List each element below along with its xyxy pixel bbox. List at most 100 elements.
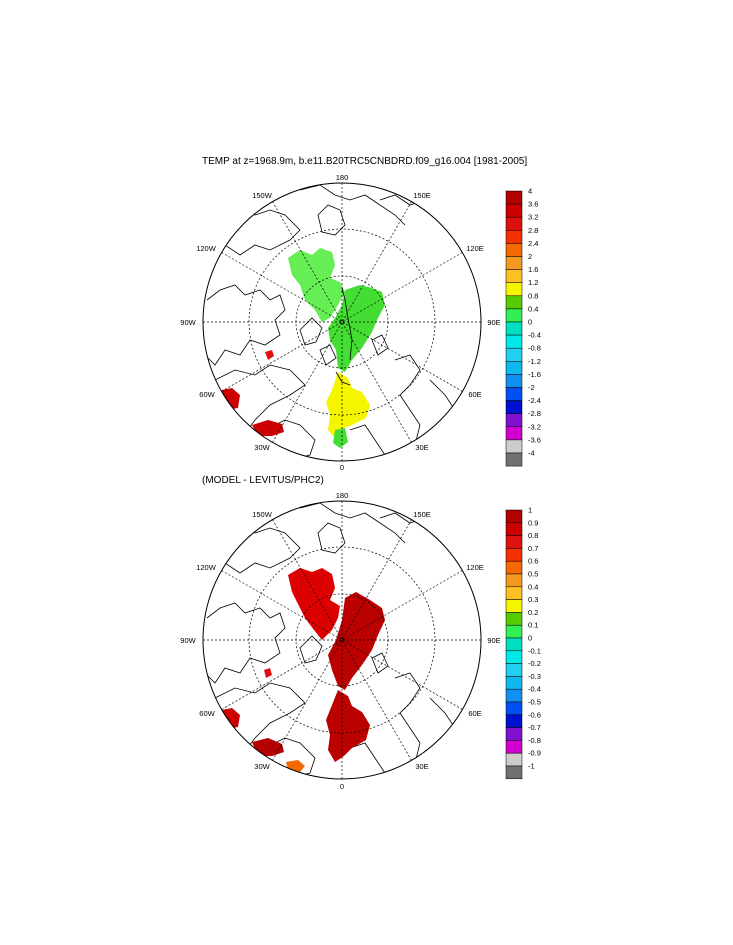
top-colorbar-swatch — [505, 413, 523, 428]
bottom-colorbar-label: -0.8 — [528, 736, 541, 745]
top-colorbar-label: 3.6 — [528, 200, 538, 209]
bottom-colorbar-label: 0.4 — [528, 582, 538, 591]
top-colorbar-label: -1.6 — [528, 370, 541, 379]
top-lon-150e: 150E — [413, 191, 431, 200]
bottom-colorbar-swatch — [505, 573, 523, 588]
bottom-colorbar: 1 0.9 0.8 0.7 0.6 0.5 0.4 0.3 0.2 0.1 0 -0.1 -0.2 -0.… — [505, 506, 541, 780]
top-colorbar: 4 3.6 3.2 2.8 2.4 2 1.6 1.2 0.8 0.4 0 -0.4 -0.8 -1.2 -… — [505, 187, 541, 467]
top-colorbar-swatch — [505, 347, 523, 362]
top-lon-150w: 150W — [252, 191, 273, 200]
top-field-red-c — [265, 350, 274, 360]
top-colorbar-label: -2.8 — [528, 409, 541, 418]
top-colorbar-label: -1.2 — [528, 357, 541, 366]
top-colorbar-swatch — [505, 361, 523, 375]
top-colorbar-label: -2.4 — [528, 396, 541, 405]
top-panel: TEMP at z=1968.9m, b.e11.B20TRC5CNBDRD.f… — [180, 156, 541, 472]
bottom-colorbar-label: -0.3 — [528, 672, 541, 681]
bottom-colorbar-swatch — [505, 714, 523, 728]
bottom-colorbar-label: 0.7 — [528, 544, 538, 553]
top-colorbar-swatch — [505, 321, 523, 336]
bottom-colorbar-label: 0.1 — [528, 621, 538, 630]
top-colorbar-swatch — [505, 269, 523, 283]
top-colorbar-label: 2.4 — [528, 239, 538, 248]
top-lon-30w: 30W — [254, 443, 270, 452]
top-colorbar-swatch — [505, 387, 523, 401]
top-colorbar-swatch — [505, 374, 523, 388]
top-colorbar-label: -2 — [528, 383, 535, 392]
bottom-field-darkred-b — [326, 690, 370, 762]
bottom-colorbar-label: 0.3 — [528, 595, 538, 604]
bottom-map-boundary — [202, 500, 482, 780]
top-colorbar-label: 2.8 — [528, 226, 538, 235]
bottom-colorbar-swatch — [505, 535, 523, 549]
bottom-colorbar-swatch — [505, 509, 523, 524]
bottom-colorbar-label: 0.6 — [528, 557, 538, 566]
top-colorbar-label: -0.8 — [528, 344, 541, 353]
top-colorbar-swatch — [505, 256, 523, 270]
bottom-colorbar-label: 0.5 — [528, 570, 538, 579]
top-colorbar-swatch — [505, 243, 523, 257]
top-lon-120w: 120W — [196, 244, 217, 253]
bottom-colorbar-swatch — [505, 612, 523, 626]
top-field-green-b — [328, 285, 385, 372]
bottom-lon-60e: 60E — [468, 709, 481, 718]
bottom-title: (MODEL - LEVITUS/PHC2) — [202, 475, 324, 486]
top-map — [204, 184, 471, 461]
top-colorbar-label: 4 — [528, 187, 532, 196]
top-colorbar-label: -4 — [528, 449, 535, 458]
bottom-colorbar-swatch — [505, 548, 523, 562]
bottom-lon-150w: 150W — [252, 510, 273, 519]
top-contour — [335, 287, 353, 386]
top-colorbar-label: -3.2 — [528, 422, 541, 431]
bottom-field-red-c — [264, 668, 272, 678]
top-colorbar-label: 0.8 — [528, 291, 538, 300]
top-lon-90e: 90E — [487, 318, 500, 327]
top-lon-180: 180 — [336, 173, 349, 182]
bottom-field-mixed — [252, 738, 284, 756]
bottom-colorbar-swatch — [505, 676, 523, 690]
top-colorbar-label: -3.6 — [528, 435, 541, 444]
top-colorbar-label: 3.2 — [528, 213, 538, 222]
bottom-colorbar-swatch — [505, 688, 523, 703]
top-colorbar-swatch — [505, 295, 523, 310]
bottom-lon-60w: 60W — [199, 709, 215, 718]
bottom-colorbar-swatch — [505, 624, 523, 639]
top-lon-0: 0 — [340, 463, 344, 472]
bottom-colorbar-label: -0.6 — [528, 710, 541, 719]
bottom-colorbar-label: 1 — [528, 506, 532, 515]
bottom-lon-90w: 90W — [180, 636, 196, 645]
top-lon-120e: 120E — [466, 244, 484, 253]
top-colorbar-label: 1.6 — [528, 265, 538, 274]
bottom-lon-0: 0 — [340, 782, 344, 791]
bottom-colorbar-label: 0.9 — [528, 518, 538, 527]
top-map-boundary — [202, 182, 482, 462]
bottom-colorbar-label: -1 — [528, 762, 535, 771]
bottom-colorbar-label: -0.7 — [528, 723, 541, 732]
bottom-colorbar-label: -0.2 — [528, 659, 541, 668]
bottom-lon-labels: 180 150W 150E 120W 120E 90W 90E 60W 60E … — [180, 491, 500, 791]
top-colorbar-swatch — [505, 203, 523, 218]
bottom-lon-150e: 150E — [413, 510, 431, 519]
bottom-colorbar-label: -0.5 — [528, 698, 541, 707]
bottom-colorbar-label: -0.4 — [528, 685, 541, 694]
top-lon-90w: 90W — [180, 318, 196, 327]
top-graticule — [203, 183, 481, 461]
top-colorbar-label: -0.4 — [528, 331, 541, 340]
top-colorbar-label: 0.4 — [528, 304, 538, 313]
top-colorbar-label: 1.2 — [528, 278, 538, 287]
top-field-green-c — [333, 428, 348, 448]
top-colorbar-swatch — [505, 282, 523, 297]
bottom-colorbar-label: -0.9 — [528, 749, 541, 758]
bottom-colorbar-swatch — [505, 637, 523, 652]
bottom-field-red-b — [222, 708, 240, 729]
bottom-lon-30w: 30W — [254, 762, 270, 771]
top-colorbar-swatch — [505, 400, 523, 414]
top-lon-60w: 60W — [199, 390, 215, 399]
bottom-colorbar-swatch — [505, 599, 523, 613]
bottom-colorbar-swatch — [505, 560, 523, 575]
bottom-colorbar-swatch — [505, 586, 523, 600]
top-field-red-b — [252, 420, 284, 436]
bottom-colorbar-label: 0.2 — [528, 608, 538, 617]
top-field-green-a — [288, 248, 345, 322]
bottom-graticule — [203, 501, 481, 779]
